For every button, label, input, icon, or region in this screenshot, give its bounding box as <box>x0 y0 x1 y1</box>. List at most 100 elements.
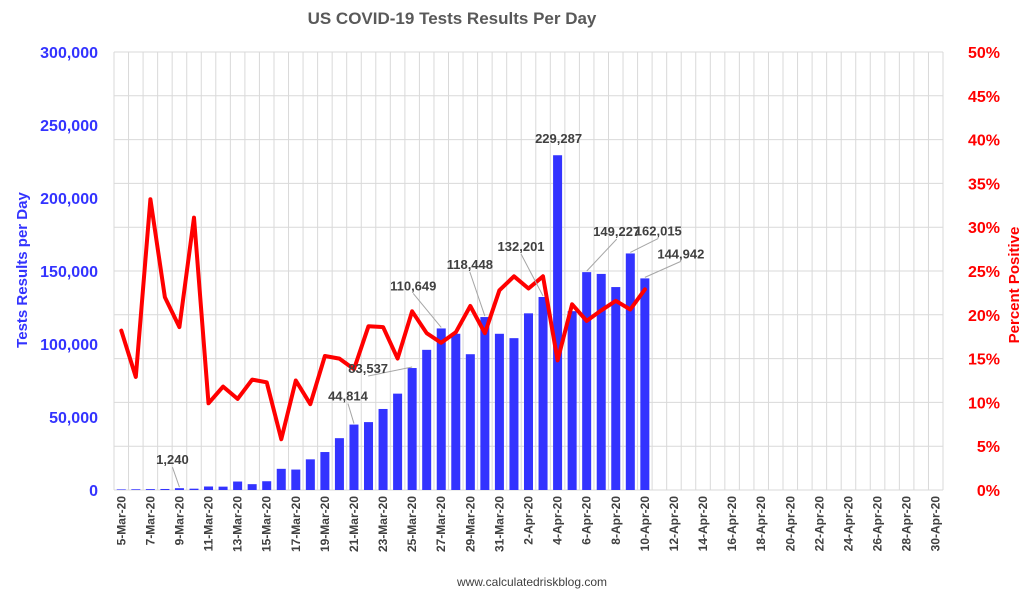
tests-bar <box>204 486 214 490</box>
tests-bar <box>480 317 490 490</box>
data-label: 162,015 <box>635 223 682 238</box>
tests-bar <box>407 368 417 490</box>
tests-bar <box>538 296 548 490</box>
x-tick-label: 21-Mar-20 <box>347 496 361 552</box>
tests-bar <box>291 469 301 490</box>
data-label: 229,287 <box>535 131 582 146</box>
tests-bar <box>116 489 126 490</box>
x-tick-label: 12-Apr-20 <box>667 496 681 552</box>
x-tick-label: 8-Apr-20 <box>609 496 623 545</box>
tests-bar <box>247 484 257 490</box>
data-label: 118,448 <box>447 257 493 272</box>
tests-bar <box>305 459 315 490</box>
tests-bar <box>611 287 621 490</box>
x-tick-label: 26-Apr-20 <box>871 496 885 552</box>
left-axis-ticks: 0 50,000 100,000 150,000 200,000 250,000 300,0… <box>40 45 98 500</box>
y-tick-label-left: 200,000 <box>40 191 98 208</box>
data-label: 149,227 <box>593 224 640 239</box>
bar-series <box>116 155 650 491</box>
y-tick-label-left: 50,000 <box>49 410 98 427</box>
y-tick-label-right: 50% <box>968 45 1000 62</box>
source-credit: www.calculatedriskblog.com <box>456 575 607 589</box>
data-label-leader <box>412 293 442 328</box>
data-label-leader <box>520 253 544 297</box>
data-label-leader <box>644 260 682 278</box>
tests-bar <box>276 468 286 490</box>
right-axis-ticks: 0% 5% 10% 15% 20% 25% 30% 35% 40% 45% 50% <box>968 45 1000 500</box>
tests-bar <box>160 488 170 490</box>
tests-bar <box>582 272 592 490</box>
tests-bar <box>509 338 519 490</box>
data-label-leader <box>171 467 180 488</box>
x-tick-label: 20-Apr-20 <box>783 496 797 552</box>
tests-bar <box>640 278 650 490</box>
data-label-leader <box>469 271 486 317</box>
data-label: 132,201 <box>498 239 545 254</box>
data-label: 144,942 <box>657 246 704 261</box>
tests-bar <box>422 349 432 490</box>
x-tick-label: 2-Apr-20 <box>522 496 536 545</box>
x-axis-ticks: 5-Mar-20 7-Mar-20 9-Mar-20 11-Mar-20 13-Mar-… <box>114 496 942 552</box>
tests-bar <box>451 333 461 490</box>
data-label-leader <box>586 238 618 272</box>
tests-bar <box>567 311 577 490</box>
tests-bar <box>465 354 475 490</box>
tests-bar <box>174 488 184 490</box>
data-label: 83,537 <box>348 361 388 376</box>
y-axis-label-right: Percent Positive <box>1006 227 1023 344</box>
x-tick-label: 6-Apr-20 <box>580 496 594 545</box>
x-tick-label: 28-Apr-20 <box>900 496 914 552</box>
tests-bar <box>494 333 504 490</box>
y-axis-label-left: Tests Results per Day <box>14 192 31 348</box>
y-tick-label-right: 30% <box>968 220 1000 237</box>
tests-bar <box>334 438 344 490</box>
x-tick-label: 4-Apr-20 <box>551 496 565 545</box>
data-labels: 1,240 44,814 83,537 110,649 118,448 132,201 22… <box>156 131 704 488</box>
data-label: 1,240 <box>156 452 189 467</box>
x-tick-label: 30-Apr-20 <box>929 496 943 552</box>
y-tick-label-left: 100,000 <box>40 337 98 354</box>
chart-title: US COVID-19 Tests Results Per Day <box>308 9 597 28</box>
percent-positive-series <box>119 197 647 442</box>
data-label: 110,649 <box>390 278 436 293</box>
x-tick-label: 23-Mar-20 <box>376 496 390 552</box>
tests-bar <box>145 489 155 490</box>
data-label-leader <box>630 238 659 253</box>
x-tick-label: 22-Apr-20 <box>812 496 826 552</box>
tests-bar <box>218 486 228 490</box>
x-tick-label: 31-Mar-20 <box>492 496 506 552</box>
tests-bar <box>320 452 330 490</box>
data-label-leader <box>347 403 355 424</box>
y-tick-label-right: 5% <box>977 439 1000 456</box>
x-tick-label: 11-Mar-20 <box>202 496 216 552</box>
y-tick-label-right: 40% <box>968 133 1000 150</box>
tests-bar <box>364 422 374 490</box>
x-tick-label: 24-Apr-20 <box>841 496 855 552</box>
y-tick-label-right: 35% <box>968 176 1000 193</box>
y-tick-label-right: 15% <box>968 352 1000 369</box>
x-tick-label: 19-Mar-20 <box>318 496 332 552</box>
tests-bar <box>233 481 243 490</box>
x-tick-label: 18-Apr-20 <box>754 496 768 552</box>
tests-bar <box>378 408 388 490</box>
data-label-leader <box>368 366 413 377</box>
x-tick-label: 5-Mar-20 <box>114 496 128 546</box>
y-tick-label-right: 0% <box>977 483 1000 500</box>
tests-bar <box>262 481 272 490</box>
tests-bar <box>349 424 359 490</box>
tests-bar <box>523 313 534 490</box>
data-label: 44,814 <box>328 389 369 404</box>
x-tick-label: 7-Mar-20 <box>143 496 157 546</box>
x-tick-label: 17-Mar-20 <box>289 496 303 552</box>
tests-bar <box>189 488 199 490</box>
x-tick-label: 25-Mar-20 <box>405 496 419 552</box>
y-tick-label-right: 10% <box>968 395 1000 412</box>
tests-bar <box>596 273 606 490</box>
percent-positive-line <box>119 197 647 442</box>
x-tick-label: 14-Apr-20 <box>696 496 710 552</box>
tests-bar <box>131 489 141 490</box>
x-tick-label: 27-Mar-20 <box>434 496 448 552</box>
tests-bar <box>436 328 446 490</box>
tests-bar <box>393 393 403 490</box>
